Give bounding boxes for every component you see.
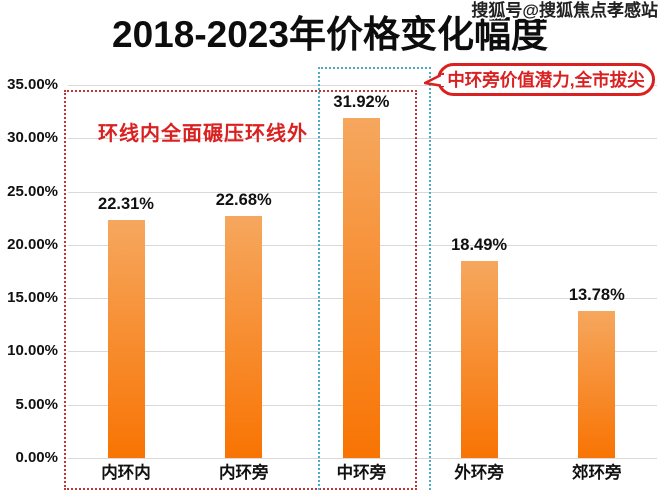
gridline <box>68 85 657 86</box>
bar <box>342 117 380 458</box>
x-axis-category-label: 郊环旁 <box>572 464 622 482</box>
bar-value-label: 22.31% <box>98 195 154 214</box>
bar <box>578 311 616 458</box>
x-axis-category-label: 外环旁 <box>454 464 504 482</box>
bar <box>225 216 263 458</box>
bar-value-label: 13.78% <box>568 286 625 305</box>
bar-value-label: 31.92% <box>333 92 390 111</box>
bar <box>460 260 498 458</box>
y-axis-tick-label: 5.00% <box>15 395 58 413</box>
y-axis-tick-label: 35.00% <box>7 76 58 93</box>
x-axis-category-label: 内环内 <box>101 464 151 482</box>
y-axis-tick-label: 30.00% <box>7 129 58 147</box>
y-axis-tick-label: 25.00% <box>7 182 58 200</box>
y-axis-tick-label: 0.00% <box>15 449 58 466</box>
watermark: 搜狐号@搜狐焦点孝感站 <box>471 1 658 20</box>
bar-value-label: 22.68% <box>215 191 272 210</box>
x-axis-category-label: 中环旁 <box>336 464 387 482</box>
gridline <box>68 458 657 459</box>
y-axis-tick-label: 10.00% <box>7 342 58 360</box>
callout-text: 中环旁价值潜力,全市拔尖 <box>447 70 645 90</box>
bar <box>107 220 145 458</box>
inner-ring-note: 环线内全面碾压环线外 <box>98 123 308 145</box>
bar-value-label: 18.49% <box>451 235 508 254</box>
x-axis-category-label: 内环旁 <box>218 464 269 482</box>
callout-tail-icon <box>424 72 444 88</box>
chart-title: 2018-2023年价格变化幅度 <box>112 14 548 55</box>
callout-bubble: 中环旁价值潜力,全市拔尖 <box>424 63 655 96</box>
y-axis-tick-label: 20.00% <box>7 235 58 253</box>
y-axis-tick-label: 15.00% <box>7 289 58 307</box>
